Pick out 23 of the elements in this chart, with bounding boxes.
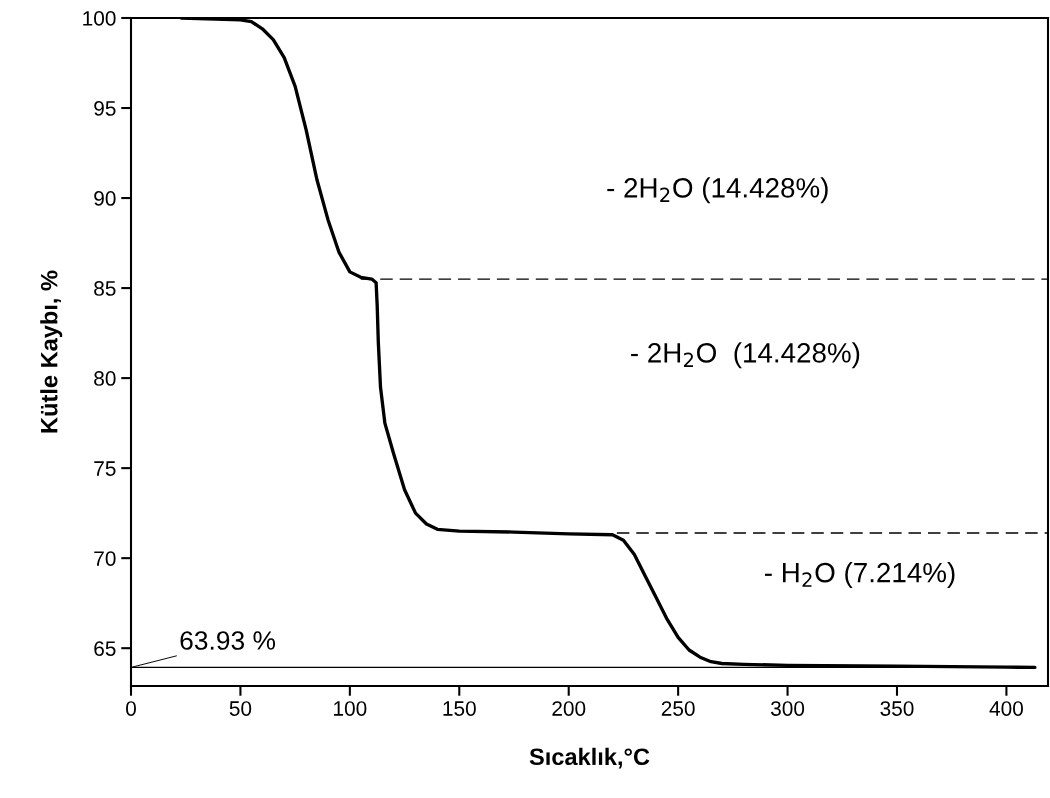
x-tick-label: 300 <box>770 701 805 716</box>
annotation: - 2H$_{2}$O (14.428%) <box>607 177 828 204</box>
y-tick-label: 95 <box>94 101 116 116</box>
y-axis-title: Kütle Kaybı, % <box>40 270 63 433</box>
annotation: - 2H$_{2}$O (14.428%) <box>631 342 860 369</box>
y-tick-label: 100 <box>83 11 116 26</box>
y-tick-label: 65 <box>94 641 116 656</box>
x-axis-title: Sıcaklık,°C <box>529 747 650 769</box>
x-tick-label: 250 <box>661 701 695 716</box>
x-tick-label: 400 <box>989 701 1023 716</box>
x-tick-label: 350 <box>880 701 914 716</box>
y-tick-label: 70 <box>94 551 116 566</box>
y-tick-label: 80 <box>94 371 116 386</box>
y-tick-label: 90 <box>94 191 116 206</box>
x-tick-label: 0 <box>126 701 136 716</box>
annotation: 63.93 % <box>180 631 276 650</box>
annotation: - H$_{2}$O (7.214%) <box>765 562 955 588</box>
x-tick-label: 150 <box>443 701 476 716</box>
y-tick-label: 85 <box>94 281 116 296</box>
y-tick-label: 75 <box>94 461 116 476</box>
x-tick-label: 50 <box>229 701 252 716</box>
x-tick-label: 100 <box>334 701 367 716</box>
x-tick-label: 200 <box>552 701 586 716</box>
